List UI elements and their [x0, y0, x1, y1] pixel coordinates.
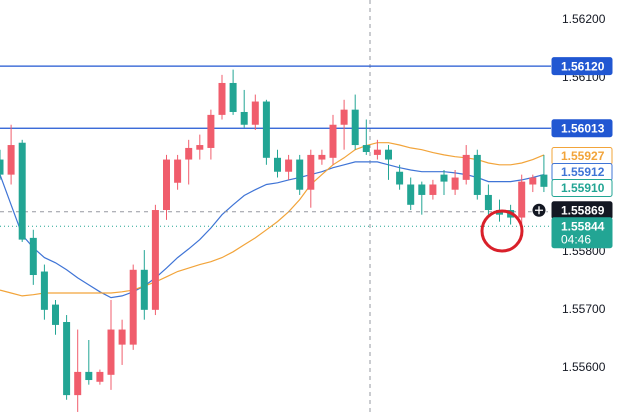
price-label-box: [551, 119, 613, 138]
candle-body: [329, 124, 337, 158]
price-label: 1.55844: [561, 219, 605, 233]
candle-body: [318, 154, 326, 160]
price-label: 1.55869: [561, 203, 605, 217]
candle-body: [207, 114, 215, 148]
candle-body: [351, 109, 359, 146]
price-label: 1.56013: [561, 121, 605, 135]
candle-body: [18, 142, 26, 240]
candle-body: [151, 210, 159, 310]
moving-average-line: [0, 161, 545, 299]
candle-body: [7, 145, 15, 175]
candle-body: [96, 371, 104, 382]
y-tick-label: 1.55600: [562, 360, 606, 374]
countdown: 04:46: [561, 232, 591, 246]
candle-body: [52, 304, 59, 325]
candle-body: [373, 149, 381, 155]
candle-body: [107, 329, 115, 375]
candle-body: [229, 82, 237, 112]
price-label: 1.55912: [561, 165, 605, 179]
candle-body: [262, 101, 270, 158]
candle-body: [362, 145, 370, 153]
candle-body: [40, 271, 48, 310]
y-tick-label: 1.56200: [562, 12, 606, 26]
candle-body: [473, 154, 481, 195]
candle-body: [396, 171, 404, 185]
price-label: 1.55927: [561, 149, 605, 163]
candle-body: [118, 329, 126, 345]
price-label: 1.56120: [561, 59, 605, 73]
candle-body: [163, 159, 170, 211]
candle-body: [307, 154, 315, 190]
candle-body: [407, 184, 415, 205]
candle-body: [240, 111, 248, 125]
candle-body: [429, 184, 437, 195]
candle-body: [63, 322, 71, 396]
candle-body: [0, 159, 4, 175]
candle-body: [451, 177, 459, 190]
candle-body: [185, 147, 193, 160]
y-tick-label: 1.55700: [562, 302, 606, 316]
candle-body: [540, 174, 548, 187]
candle-body: [462, 154, 470, 180]
candle-body: [529, 177, 537, 185]
candle-body: [385, 149, 392, 160]
candle-body: [340, 109, 348, 125]
candle-body: [285, 159, 293, 172]
moving-average-line: [0, 142, 545, 297]
price-axis: 1.556001.557001.558001.561001.562001.561…: [531, 12, 613, 374]
candle-body: [418, 184, 426, 195]
candle-body: [518, 181, 526, 218]
price-label-box: [551, 57, 613, 76]
candle-body: [174, 159, 182, 183]
candle-body: [484, 194, 492, 211]
candle-body: [129, 269, 137, 345]
price-label-box: [551, 217, 613, 249]
candle-body: [29, 237, 37, 276]
candle-body: [74, 371, 82, 396]
candle-body: [218, 82, 226, 115]
candle-body: [251, 101, 259, 125]
candle-body: [440, 174, 448, 182]
plot: [0, 65, 551, 412]
price-label-box: [551, 178, 613, 197]
highlight-circle: [480, 209, 524, 253]
candle-body: [85, 371, 93, 381]
candle-body: [196, 145, 204, 150]
candle-body: [296, 159, 304, 190]
candle-body: [274, 157, 281, 172]
price-label: 1.55910: [561, 181, 605, 195]
candle-body: [140, 269, 148, 310]
plus-icon: [535, 206, 543, 215]
